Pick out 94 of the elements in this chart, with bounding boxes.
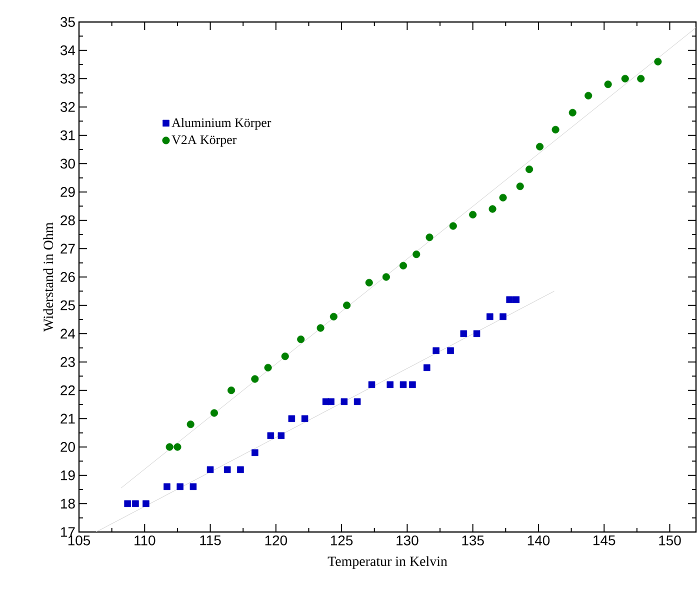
y-tick-label: 34 xyxy=(60,45,76,56)
point xyxy=(237,466,244,474)
point xyxy=(206,466,214,474)
point xyxy=(412,250,420,258)
point xyxy=(382,273,390,281)
point xyxy=(354,398,361,406)
point xyxy=(460,330,468,338)
y-axis-title: Widerstand in Ohm xyxy=(43,222,54,332)
point xyxy=(449,222,457,230)
x-tick-label: 135 xyxy=(462,535,484,546)
point xyxy=(330,312,338,320)
point xyxy=(228,386,236,394)
y-tick-label: 33 xyxy=(60,74,75,84)
point xyxy=(252,449,258,456)
point xyxy=(400,381,407,388)
point xyxy=(124,500,131,508)
point xyxy=(637,74,645,82)
point xyxy=(190,483,197,490)
point xyxy=(654,58,662,66)
point xyxy=(343,302,351,310)
point xyxy=(281,352,289,360)
point xyxy=(512,296,520,304)
legend-label: V2A Körper xyxy=(172,135,237,147)
y-tick-label: 23 xyxy=(60,357,75,367)
y-tick-label: 29 xyxy=(60,187,75,197)
point xyxy=(552,126,560,134)
point xyxy=(469,210,477,218)
point xyxy=(251,375,259,383)
point xyxy=(426,234,434,242)
point xyxy=(447,347,454,354)
y-tick-label: 25 xyxy=(60,300,75,310)
point xyxy=(365,278,373,286)
y-tick-label: 19 xyxy=(61,470,75,480)
point xyxy=(499,194,507,202)
point xyxy=(278,432,285,440)
legend-label: Aluminium Körper xyxy=(172,118,272,130)
x-tick-label: 145 xyxy=(594,536,616,546)
point xyxy=(301,415,308,422)
point xyxy=(621,74,629,82)
y-tick-label: 26 xyxy=(60,272,75,282)
point xyxy=(174,443,182,451)
point xyxy=(132,500,139,508)
y-tick-label: 28 xyxy=(60,215,75,226)
y-tick-label: 24 xyxy=(60,328,76,339)
y-tick-label: 30 xyxy=(60,158,75,169)
y-tick-label: 20 xyxy=(60,442,75,452)
point xyxy=(328,398,334,406)
point xyxy=(526,166,534,174)
point xyxy=(432,347,440,354)
point xyxy=(176,483,184,490)
point xyxy=(340,398,348,406)
y-tick-label: 32 xyxy=(60,102,75,112)
y-tick-label: 35 xyxy=(60,17,75,27)
point xyxy=(288,415,296,422)
x-tick-label: 110 xyxy=(134,535,156,546)
point xyxy=(486,313,494,320)
point xyxy=(536,142,544,150)
point xyxy=(186,420,194,428)
y-tick-label: 21 xyxy=(60,414,75,424)
point xyxy=(267,432,274,440)
point xyxy=(368,381,376,388)
point xyxy=(297,336,305,344)
point xyxy=(473,330,480,338)
x-axis-title: Temperatur in Kelvin xyxy=(328,556,448,569)
point xyxy=(516,182,524,190)
point xyxy=(386,381,394,388)
y-tick-label: 31 xyxy=(60,130,75,140)
point xyxy=(399,262,408,270)
y-tick-label: 27 xyxy=(60,244,75,254)
point xyxy=(584,92,592,100)
point xyxy=(224,466,231,474)
x-tick-label: 150 xyxy=(659,535,681,546)
x-tick-label: 105 xyxy=(68,535,90,546)
point xyxy=(210,409,218,417)
point xyxy=(506,296,513,304)
point xyxy=(488,205,496,213)
point xyxy=(264,364,272,372)
y-tick-label: 22 xyxy=(60,385,75,396)
point xyxy=(424,364,430,372)
x-tick-label: 130 xyxy=(396,535,418,546)
point xyxy=(604,80,612,88)
point xyxy=(409,381,416,388)
point xyxy=(568,108,576,116)
x-tick-label: 140 xyxy=(528,535,550,546)
x-tick-label: 125 xyxy=(330,535,353,546)
point xyxy=(316,324,324,332)
y-tick-label: 17 xyxy=(61,527,75,537)
point xyxy=(166,443,174,451)
x-tick-label: 120 xyxy=(265,535,288,546)
y-tick-label: 18 xyxy=(61,498,75,509)
x-tick-label: 115 xyxy=(200,536,221,546)
point xyxy=(500,313,506,320)
point xyxy=(164,483,170,490)
point xyxy=(142,500,150,508)
